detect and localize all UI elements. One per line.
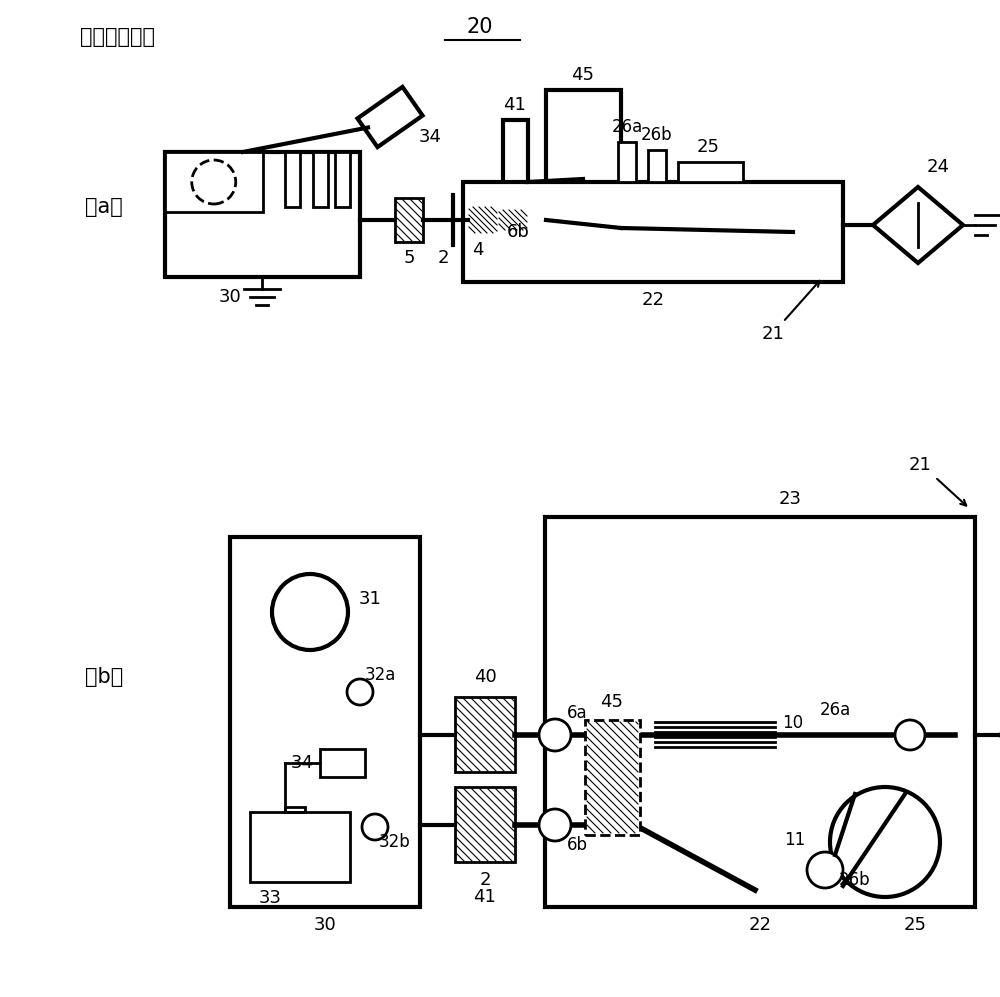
- Text: 34: 34: [418, 128, 442, 146]
- Text: 41: 41: [474, 888, 496, 906]
- Text: 32a: 32a: [364, 666, 396, 684]
- Bar: [335, 152, 350, 207]
- Bar: [455, 787, 515, 862]
- Circle shape: [539, 809, 571, 841]
- Bar: [455, 697, 515, 772]
- Bar: [545, 517, 975, 907]
- Bar: [546, 90, 621, 235]
- Text: 26b: 26b: [641, 126, 673, 144]
- Bar: [463, 182, 843, 282]
- Bar: [313, 152, 328, 207]
- Text: 34: 34: [290, 754, 314, 772]
- Text: 6b: 6b: [566, 836, 588, 854]
- Bar: [165, 152, 262, 212]
- Bar: [285, 807, 305, 822]
- Text: 5: 5: [403, 249, 415, 267]
- Text: 32b: 32b: [379, 833, 411, 851]
- Circle shape: [807, 852, 843, 888]
- Bar: [230, 537, 420, 907]
- Polygon shape: [357, 87, 423, 148]
- Text: 24: 24: [926, 158, 950, 176]
- Text: 26a: 26a: [819, 701, 851, 719]
- Polygon shape: [873, 187, 963, 263]
- Bar: [285, 152, 300, 207]
- Text: 6b: 6b: [507, 223, 529, 241]
- Text: 10: 10: [782, 714, 804, 732]
- Text: 33: 33: [258, 889, 282, 907]
- Bar: [498, 209, 528, 231]
- Text: 25: 25: [904, 916, 926, 934]
- Text: 31: 31: [359, 590, 381, 608]
- Bar: [678, 162, 743, 182]
- Text: 25: 25: [696, 138, 720, 156]
- Text: （a）: （a）: [85, 197, 123, 217]
- Text: 30: 30: [219, 288, 241, 306]
- Text: 45: 45: [600, 693, 624, 711]
- Text: 40: 40: [474, 668, 496, 686]
- Circle shape: [192, 160, 236, 204]
- Circle shape: [347, 679, 373, 705]
- Text: 23: 23: [778, 490, 802, 508]
- Text: 4: 4: [472, 241, 484, 259]
- Text: 22: 22: [748, 916, 772, 934]
- Text: （b）: （b）: [85, 667, 123, 687]
- Text: 2: 2: [479, 871, 491, 889]
- Circle shape: [362, 814, 388, 840]
- Circle shape: [830, 787, 940, 897]
- Text: 26a: 26a: [611, 118, 643, 136]
- Text: 20: 20: [467, 17, 493, 37]
- Circle shape: [272, 574, 348, 650]
- Circle shape: [895, 720, 925, 750]
- Text: 21: 21: [909, 456, 931, 474]
- Text: （第一工序）: （第一工序）: [80, 27, 155, 47]
- Text: 45: 45: [572, 66, 594, 84]
- Bar: [320, 749, 365, 777]
- Text: 22: 22: [642, 291, 664, 309]
- Text: 41: 41: [504, 96, 526, 114]
- Circle shape: [539, 719, 571, 751]
- Bar: [165, 152, 360, 277]
- Bar: [468, 206, 498, 234]
- Bar: [648, 150, 666, 182]
- Text: 26b: 26b: [839, 871, 871, 889]
- Bar: [395, 198, 423, 242]
- Bar: [250, 812, 350, 882]
- Text: 21: 21: [762, 325, 784, 343]
- Bar: [618, 142, 636, 182]
- Text: 11: 11: [784, 831, 806, 849]
- Bar: [585, 720, 640, 835]
- Text: 30: 30: [314, 916, 336, 934]
- Bar: [503, 120, 528, 235]
- Text: 6a: 6a: [567, 704, 587, 722]
- Text: 2: 2: [437, 249, 449, 267]
